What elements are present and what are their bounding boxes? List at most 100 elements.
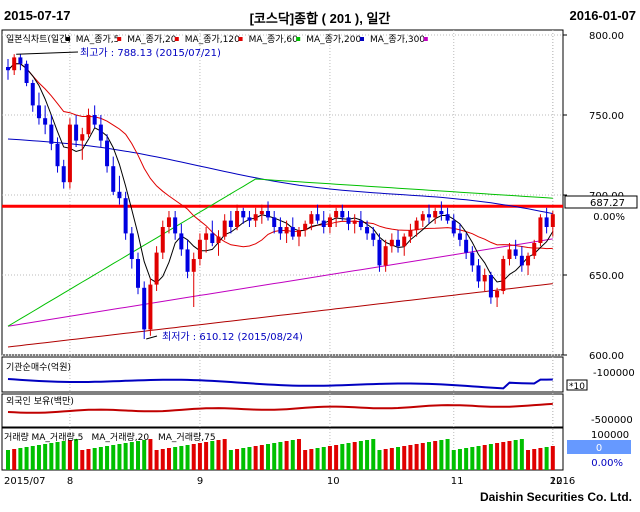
- ma-200-line: [7, 138, 553, 215]
- volume-bar: [538, 448, 543, 470]
- candle-body: [105, 140, 110, 167]
- volume-legend-entry: MA_거래량,75: [158, 431, 216, 443]
- legend-entry: 일본식차트(일간): [6, 33, 71, 45]
- candle-body: [191, 259, 196, 272]
- ma-120-line: [7, 283, 553, 348]
- high-annotation-label: 최고가 : 788.13 (2015/07/21): [80, 47, 221, 59]
- volume-bar: [80, 450, 85, 470]
- candle-body: [433, 211, 438, 218]
- candle-body: [383, 246, 388, 266]
- volume-bar: [154, 450, 159, 470]
- volume-bar: [303, 450, 308, 470]
- volume-bar: [396, 447, 401, 470]
- candle-body: [253, 214, 258, 221]
- volume-bar: [67, 440, 72, 470]
- volume-bar: [495, 443, 500, 470]
- candle-body: [284, 227, 289, 234]
- volume-bar: [98, 447, 103, 470]
- candle-body: [185, 249, 190, 272]
- ma-5-line: [7, 63, 554, 284]
- candle-body: [327, 217, 332, 227]
- volume-bar: [86, 449, 91, 470]
- volume-bar: [550, 446, 555, 470]
- x-axis-label: 10: [327, 476, 340, 487]
- chart-title: [코스닥]종합 ( 201 ), 일간: [249, 11, 391, 26]
- candle-body: [266, 211, 271, 218]
- volume-bar: [346, 443, 351, 470]
- candle-body: [519, 255, 524, 266]
- candle-body: [445, 214, 450, 221]
- candle-body: [476, 265, 481, 282]
- volume-bar: [476, 446, 481, 470]
- volume-bar: [414, 444, 419, 470]
- foreign-holding-line: [7, 402, 553, 414]
- candle-body: [92, 115, 97, 125]
- x-axis-label: 9: [197, 476, 203, 487]
- volume-bar: [179, 446, 184, 470]
- candle-body: [117, 191, 122, 199]
- volume-bar: [445, 439, 450, 470]
- volume-bar: [253, 446, 258, 470]
- candle-body: [544, 217, 549, 227]
- candle-body: [488, 275, 493, 298]
- volume-bar: [18, 448, 23, 470]
- candle-body: [111, 166, 116, 192]
- candle-body: [290, 227, 295, 237]
- candle-body: [396, 239, 401, 247]
- candle-body: [315, 214, 320, 221]
- legend-swatch: [296, 37, 301, 41]
- candle-body: [166, 217, 171, 227]
- candle-body: [495, 291, 500, 298]
- price-tick-label: 800.00: [589, 31, 624, 42]
- volume-bar: [278, 442, 283, 470]
- volume-bar: [358, 441, 363, 470]
- candle-body: [30, 83, 35, 106]
- candle-body: [6, 67, 10, 71]
- x-axis-label: 12: [550, 476, 563, 487]
- volume-bar: [433, 441, 438, 470]
- volume-bar: [191, 444, 196, 470]
- ma-60-line: [7, 178, 553, 327]
- candle-body: [538, 217, 543, 243]
- volume-bar: [513, 440, 518, 470]
- candle-body: [389, 239, 394, 247]
- volume-bar: [296, 439, 301, 470]
- candle-body: [507, 249, 512, 259]
- candle-body: [98, 124, 103, 141]
- pane-frame: [1, 393, 564, 428]
- end-date: 2016-01-07: [569, 8, 637, 23]
- candle-body: [513, 249, 518, 256]
- x-axis-label: 2015/07: [4, 476, 46, 487]
- volume-bar: [142, 440, 147, 470]
- start-date: 2015-07-17: [4, 8, 71, 23]
- legend-entry: MA_종가,20: [127, 34, 177, 45]
- volume-bar: [451, 450, 456, 470]
- institution-line: [7, 378, 553, 390]
- candle-body: [259, 211, 264, 215]
- volume-bar: [420, 443, 425, 470]
- candle-body: [148, 284, 153, 330]
- x-axis-label: 8: [67, 476, 73, 487]
- legend-swatch: [117, 37, 122, 41]
- institution-scale: -100000: [593, 368, 635, 379]
- volume-legend-entry: MA_거래량,5: [32, 431, 84, 443]
- candle-body: [43, 118, 48, 125]
- volume-bar: [544, 447, 549, 470]
- volume-bar: [365, 440, 370, 470]
- candle-body: [309, 214, 314, 224]
- volume-bar: [259, 445, 264, 470]
- legend-swatch: [65, 37, 70, 41]
- volume-bar: [6, 450, 10, 470]
- volume-bar: [340, 444, 345, 470]
- candle-body: [12, 57, 17, 71]
- candle-body: [24, 63, 29, 83]
- volume-bar: [321, 447, 326, 470]
- volume-bar: [247, 447, 252, 470]
- candle-body: [439, 211, 444, 215]
- candle-body: [235, 211, 240, 227]
- candle-body: [86, 115, 91, 135]
- candle-body: [501, 259, 506, 291]
- volume-bar: [228, 450, 233, 470]
- candle-body: [321, 220, 326, 227]
